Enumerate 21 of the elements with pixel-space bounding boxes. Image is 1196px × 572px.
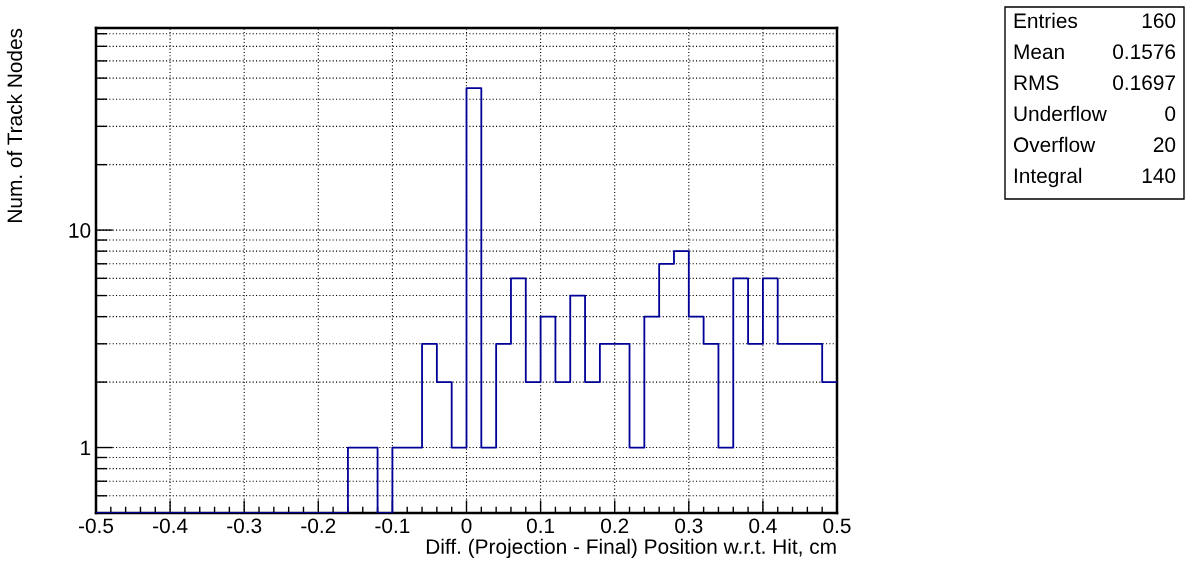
text: Underflow 0 xyxy=(1014,105,1176,122)
x-tick-label: -0.2 xyxy=(301,518,336,534)
x-tick-label: 0.1 xyxy=(526,518,555,534)
x-tick-label: 0.5 xyxy=(823,518,851,534)
x-tick-label: -0.4 xyxy=(153,518,188,534)
y-tick-label: 1 xyxy=(81,440,91,456)
x-tick-label: 0.4 xyxy=(749,518,777,534)
text: Mean 0.1576 xyxy=(1014,44,1176,60)
x-tick-label: 0.2 xyxy=(601,518,629,534)
y-tick-label: 10 xyxy=(69,223,91,238)
text: Overflow 20 xyxy=(1013,136,1176,153)
y-axis-title: Num. of Track Nodes xyxy=(6,28,23,222)
x-tick-label: 0.3 xyxy=(675,518,703,534)
x-tick-label: -0.5 xyxy=(78,518,114,534)
x-tick-label: -0.3 xyxy=(227,518,262,534)
text: Entries 160 xyxy=(1014,12,1176,29)
text: Integral 140 xyxy=(1014,167,1176,188)
text: RMS 0.1697 xyxy=(1014,75,1175,91)
x-tick-label: 0 xyxy=(461,518,472,534)
x-axis-title: Diff. (Projection - Final) Position w.r.t. Hit, cm xyxy=(426,538,836,559)
x-tick-label: -0.1 xyxy=(375,518,410,534)
